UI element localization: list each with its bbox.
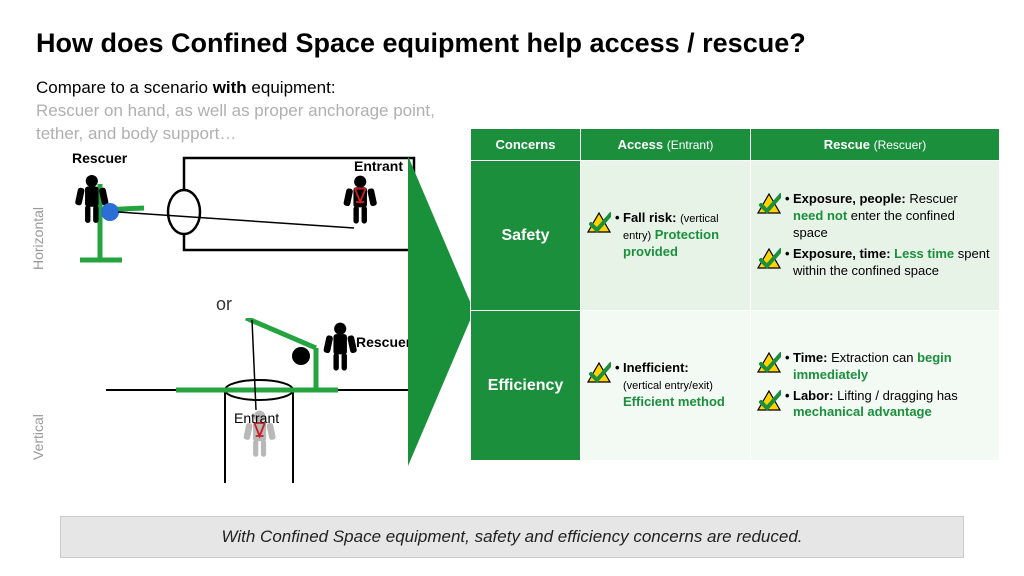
cell-eff-rescue: Time: Extraction can begin immediately L… [751, 311, 1000, 461]
th-rescue: Rescue (Rescuer) [751, 129, 1000, 161]
label-entrant-v: Entrant [234, 410, 279, 426]
label-vertical: Vertical [30, 414, 46, 460]
th-concerns: Concerns [471, 129, 581, 161]
description: Rescuer on hand, as well as proper ancho… [36, 100, 436, 146]
check-icon [587, 362, 611, 384]
cell-safety-access: Fall risk: (vertical entry) Protection p… [581, 161, 751, 311]
or-label: or [216, 294, 232, 315]
subtitle-pre: Compare to a scenario [36, 78, 213, 97]
label-rescuer-h: Rescuer [72, 150, 127, 166]
check-icon [587, 212, 611, 234]
concerns-table: Concerns Access (Entrant) Rescue (Rescue… [470, 128, 1000, 461]
big-arrow [408, 156, 474, 466]
label-entrant-h: Entrant [354, 158, 403, 174]
label-horizontal: Horizontal [30, 207, 46, 270]
check-icon [757, 193, 781, 215]
check-icon [757, 390, 781, 412]
check-icon [757, 248, 781, 270]
check-icon [757, 352, 781, 374]
row-efficiency: Efficiency [471, 311, 581, 461]
page-title: How does Confined Space equipment help a… [36, 28, 806, 59]
cell-safety-rescue: Exposure, people: Rescuer need not enter… [751, 161, 1000, 311]
cell-eff-access: Inefficient: (vertical entry/exit) Effic… [581, 311, 751, 461]
subtitle-post: equipment: [247, 78, 336, 97]
row-safety: Safety [471, 161, 581, 311]
diagram: Horizontal Vertical Rescuer Entrant or [36, 150, 436, 490]
label-rescuer-v: Rescuer [356, 334, 411, 350]
footer-note: With Confined Space equipment, safety an… [60, 516, 964, 558]
th-access: Access (Entrant) [581, 129, 751, 161]
subtitle-bold: with [213, 78, 247, 97]
subtitle: Compare to a scenario with equipment: [36, 78, 336, 98]
